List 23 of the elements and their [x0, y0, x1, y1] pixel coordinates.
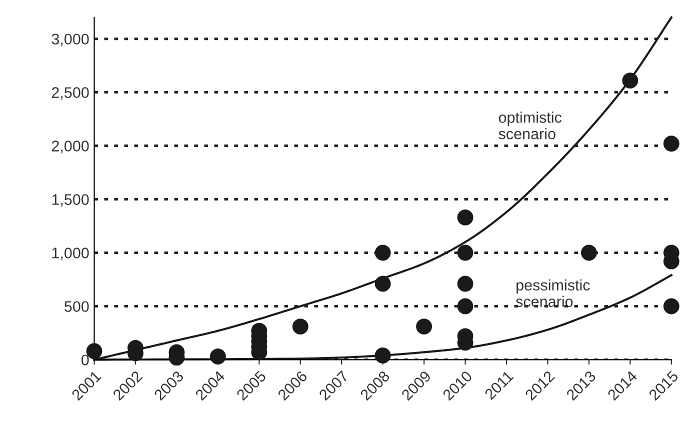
y-tick-label: 2,000	[52, 140, 89, 154]
y-tick-label: 3,000	[52, 34, 89, 46]
point	[663, 136, 680, 152]
point	[457, 244, 474, 261]
point	[622, 72, 638, 89]
point	[416, 318, 432, 335]
y-tick-label: 500	[64, 301, 89, 312]
point	[210, 348, 226, 364]
point	[457, 276, 474, 292]
point	[374, 347, 391, 364]
y-tick-label: 1,500	[52, 194, 89, 207]
point	[580, 244, 597, 261]
y-tick-label: 2,500	[52, 87, 89, 100]
annotation: optimistic scenario	[498, 112, 562, 140]
point	[457, 298, 474, 314]
point	[374, 276, 391, 292]
y-tick-label: 1,000	[52, 248, 89, 260]
point	[374, 244, 391, 261]
annotation: pessimistic scenario	[516, 279, 590, 307]
point	[663, 298, 680, 314]
point	[457, 209, 474, 226]
point	[292, 318, 308, 335]
y-tick-label: 0	[81, 354, 89, 366]
